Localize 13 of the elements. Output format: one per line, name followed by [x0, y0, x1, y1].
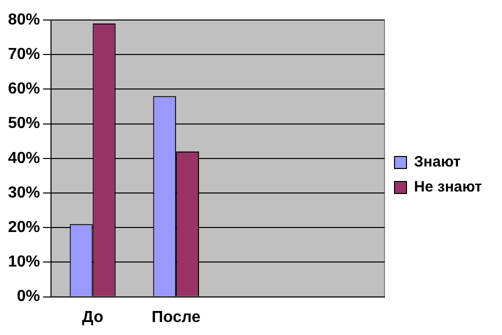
- legend-label: Знают: [414, 154, 461, 171]
- y-tick-label: 0%: [16, 288, 40, 306]
- legend-label: Не знают: [414, 178, 482, 196]
- x-tick-label: До: [82, 308, 104, 326]
- y-tick-label: 10%: [8, 254, 40, 271]
- y-tick-label: 30%: [8, 184, 40, 202]
- y-tick-label: 20%: [8, 219, 40, 236]
- y-tick-label: 80%: [8, 11, 40, 28]
- y-tick-label: 40%: [8, 150, 40, 167]
- y-tick-label: 50%: [8, 115, 40, 132]
- x-tick-label: После: [152, 308, 201, 326]
- y-tick-label: 70%: [8, 46, 40, 64]
- y-tick-label: 60%: [8, 80, 40, 98]
